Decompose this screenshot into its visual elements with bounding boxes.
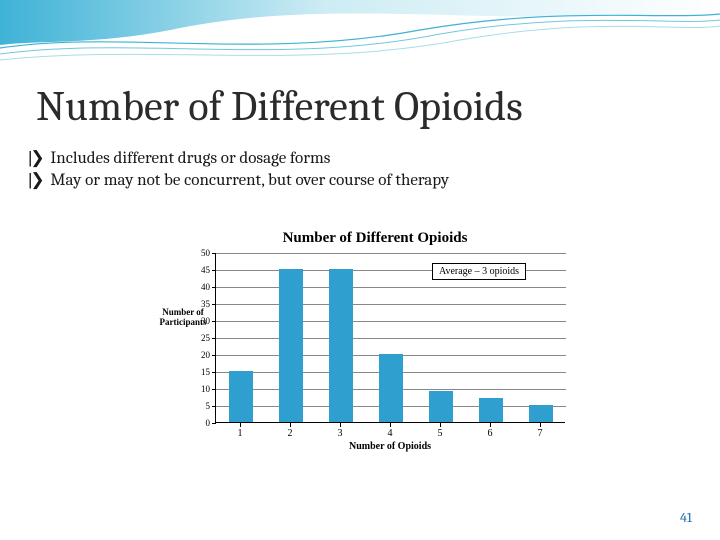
xtick-mark	[540, 423, 541, 427]
wave-decoration	[0, 0, 720, 70]
ytick-mark	[212, 253, 216, 254]
bar	[279, 269, 303, 422]
bullet-item: |❯ Includes different drugs or dosage fo…	[28, 148, 449, 168]
ytick-mark	[212, 270, 216, 271]
xtick-label: 6	[488, 428, 493, 439]
chart-title: Number of Different Opioids	[150, 230, 600, 247]
xtick-mark	[290, 423, 291, 427]
xtick-label: 4	[388, 428, 393, 439]
bar	[229, 371, 253, 422]
bullet-text: May or may not be concurrent, but over c…	[50, 171, 449, 190]
ytick-label: 50	[201, 248, 210, 258]
slide-title: Number of Different Opioids	[36, 82, 523, 131]
grid-line	[216, 338, 566, 339]
xtick-mark	[340, 423, 341, 427]
bullet-list: |❯ Includes different drugs or dosage fo…	[28, 148, 449, 192]
bar	[429, 391, 453, 422]
ytick-mark	[212, 372, 216, 373]
ytick-label: 20	[201, 350, 210, 360]
ytick-label: 40	[201, 282, 210, 292]
xtick-mark	[490, 423, 491, 427]
grid-line	[216, 321, 566, 322]
bar	[329, 269, 353, 422]
xtick-mark	[390, 423, 391, 427]
xtick-mark	[440, 423, 441, 427]
xtick-label: 3	[338, 428, 343, 439]
ytick-label: 10	[201, 384, 210, 394]
bar	[479, 398, 503, 422]
x-axis-label: Number of Opioids	[215, 441, 565, 452]
ytick-label: 25	[201, 333, 210, 343]
ytick-mark	[212, 287, 216, 288]
grid-line	[216, 287, 566, 288]
xtick-label: 2	[288, 428, 293, 439]
ytick-mark	[212, 355, 216, 356]
ytick-label: 45	[201, 265, 210, 275]
page-number: 41	[680, 509, 692, 526]
bar	[529, 405, 553, 422]
xtick-mark	[240, 423, 241, 427]
bar-chart: Number of Different Opioids 051015202530…	[150, 230, 600, 480]
ytick-mark	[212, 389, 216, 390]
ytick-label: 5	[206, 401, 211, 411]
legend-box: Average – 3 opioids	[432, 263, 526, 280]
chart-body: 05101520253035404550 Number ofParticipan…	[165, 253, 585, 453]
bullet-marker-icon: |❯	[28, 170, 43, 190]
xtick-label: 7	[538, 428, 543, 439]
ytick-mark	[212, 304, 216, 305]
y-axis-label: Number ofParticipants	[153, 308, 213, 328]
bullet-marker-icon: |❯	[28, 148, 43, 168]
bar	[379, 354, 403, 422]
ytick-mark	[212, 423, 216, 424]
ytick-label: 0	[206, 418, 211, 428]
grid-line	[216, 253, 566, 254]
bullet-text: Includes different drugs or dosage forms	[50, 149, 330, 168]
slide: Number of Different Opioids |❯ Includes …	[0, 0, 720, 540]
ytick-mark	[212, 338, 216, 339]
xtick-label: 1	[238, 428, 243, 439]
grid-line	[216, 304, 566, 305]
bullet-item: |❯ May or may not be concurrent, but ove…	[28, 170, 449, 190]
xtick-label: 5	[438, 428, 443, 439]
ytick-mark	[212, 406, 216, 407]
ytick-label: 15	[201, 367, 210, 377]
